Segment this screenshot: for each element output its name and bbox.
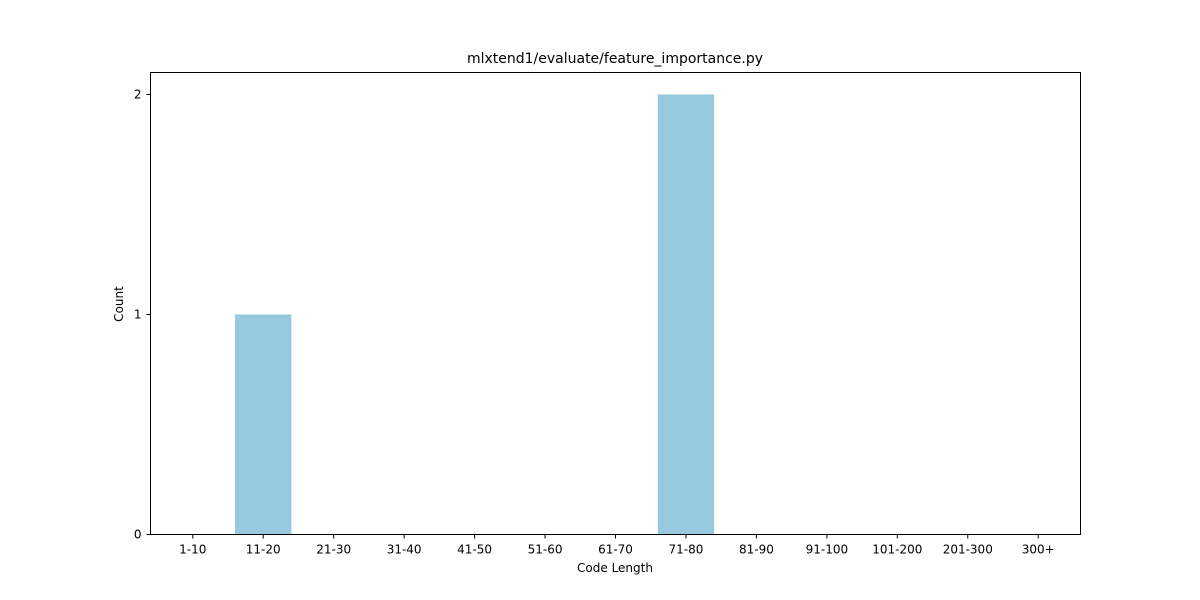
- x-tick-label: 51-60: [528, 543, 563, 557]
- x-tick-label: 21-30: [316, 543, 351, 557]
- x-axis-label: Code Length: [577, 561, 653, 575]
- x-tick-label: 61-70: [598, 543, 633, 557]
- bar-71-80: [657, 94, 715, 535]
- x-axis-ticks: 1-10 11-20 21-30 31-40 41-50 51-60 61-70 71-80 8…: [179, 534, 1055, 557]
- x-tick-label: 31-40: [387, 543, 422, 557]
- bars-group: [235, 94, 715, 535]
- x-tick-label: 1-10: [179, 543, 206, 557]
- y-tick-label: 0: [134, 528, 142, 542]
- y-axis-ticks: 0 1 2: [134, 88, 151, 542]
- y-tick-label: 1: [134, 308, 142, 322]
- x-tick-label: 91-100: [806, 543, 849, 557]
- x-tick-label: 11-20: [246, 543, 281, 557]
- x-tick-label: 81-90: [739, 543, 774, 557]
- x-tick-label: 300+: [1022, 543, 1055, 557]
- x-tick-label: 201-300: [943, 543, 993, 557]
- y-tick-label: 2: [134, 88, 142, 102]
- bar-11-20: [235, 314, 292, 535]
- plot-frame: [150, 72, 1081, 535]
- x-tick-label: 101-200: [872, 543, 922, 557]
- chart-title: mlxtend1/evaluate/feature_importance.py: [467, 51, 763, 67]
- x-tick-label: 71-80: [669, 543, 704, 557]
- x-tick-label: 41-50: [457, 543, 492, 557]
- y-axis-label: Count: [112, 286, 126, 322]
